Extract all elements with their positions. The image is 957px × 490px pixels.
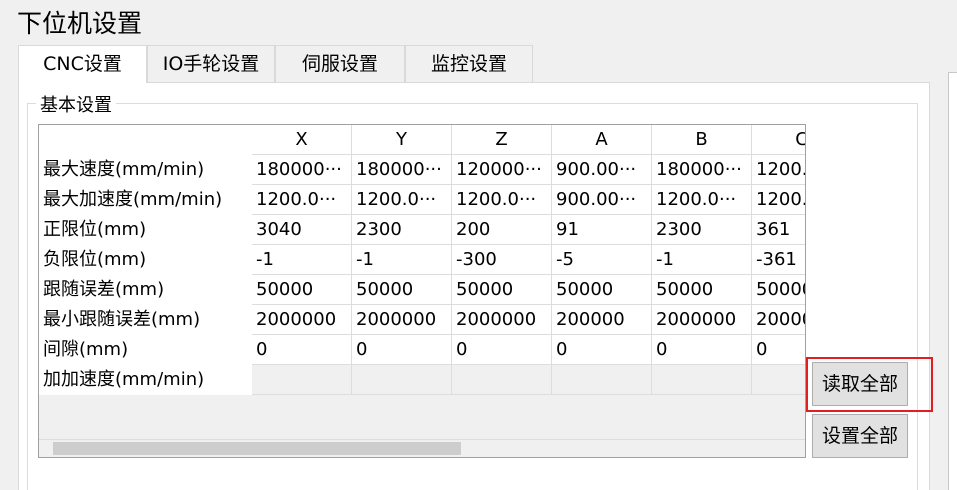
data-grid: XYZABC最大速度(mm/min)180000···180000···1200…: [38, 124, 806, 458]
table-cell[interactable]: -1: [252, 245, 352, 275]
column-header: B: [652, 125, 752, 155]
table-cell[interactable]: 2000000: [752, 305, 805, 335]
table-cell[interactable]: 900.00···: [552, 155, 652, 185]
table-cell[interactable]: 1200.: [752, 185, 805, 215]
table-cell[interactable]: 0: [252, 335, 352, 365]
table-cell[interactable]: 900.00···: [552, 185, 652, 215]
table-cell[interactable]: 0: [652, 335, 752, 365]
tab[interactable]: 监控设置: [405, 45, 533, 82]
row-label: 加加速度(mm/min): [39, 365, 252, 395]
table-cell[interactable]: 2000000: [252, 305, 352, 335]
group-title: 基本设置: [36, 91, 116, 117]
table-cell[interactable]: 180000···: [352, 155, 452, 185]
window-title: 下位机设置: [17, 9, 143, 38]
column-header: Y: [352, 125, 452, 155]
corner: [39, 125, 252, 155]
table-cell[interactable]: -1: [352, 245, 452, 275]
table-cell[interactable]: [452, 365, 552, 395]
column-header: X: [252, 125, 352, 155]
row-label: 最大速度(mm/min): [39, 155, 252, 185]
table-cell[interactable]: 1200.0···: [352, 185, 452, 215]
table-cell[interactable]: 180000···: [252, 155, 352, 185]
row-label: 跟随误差(mm): [39, 275, 252, 305]
table-cell[interactable]: -361: [752, 245, 805, 275]
tab[interactable]: IO手轮设置: [147, 45, 275, 82]
table-cell[interactable]: 180000···: [652, 155, 752, 185]
row-label: 负限位(mm): [39, 245, 252, 275]
table-cell[interactable]: 0: [752, 335, 805, 365]
table-cell[interactable]: 0: [452, 335, 552, 365]
table-cell[interactable]: -300: [452, 245, 552, 275]
button[interactable]: 设置全部: [812, 414, 908, 458]
table-cell[interactable]: 91: [552, 215, 652, 245]
table-cell[interactable]: -1: [652, 245, 752, 275]
table-cell[interactable]: 2300: [652, 215, 752, 245]
table-cell[interactable]: 3040: [252, 215, 352, 245]
group-box: [27, 103, 918, 490]
table-cell[interactable]: 0: [552, 335, 652, 365]
table-cell[interactable]: 2300: [352, 215, 452, 245]
button[interactable]: 读取全部: [812, 362, 908, 406]
table-cell[interactable]: [352, 365, 452, 395]
column-header: A: [552, 125, 652, 155]
table-cell[interactable]: [652, 365, 752, 395]
table-cell[interactable]: 1200.0···: [252, 185, 352, 215]
tab[interactable]: 伺服设置: [275, 45, 405, 82]
side-panel: [948, 72, 957, 490]
highlight-box: [806, 357, 933, 412]
column-header: Z: [452, 125, 552, 155]
table-cell[interactable]: 2000000: [652, 305, 752, 335]
table-cell[interactable]: 1200.: [752, 155, 805, 185]
row-label: 最大加速度(mm/min): [39, 185, 252, 215]
table-cell[interactable]: 50000: [252, 275, 352, 305]
tab[interactable]: CNC设置: [18, 45, 147, 83]
table-cell[interactable]: 50000: [752, 275, 805, 305]
table-cell[interactable]: 50000: [352, 275, 452, 305]
table-cell[interactable]: 50000: [452, 275, 552, 305]
table-cell[interactable]: 200000: [552, 305, 652, 335]
table-cell[interactable]: 1200.0···: [652, 185, 752, 215]
table-cell[interactable]: 200: [452, 215, 552, 245]
row-label: 间隙(mm): [39, 335, 252, 365]
table-cell[interactable]: 1200.0···: [452, 185, 552, 215]
table-cell[interactable]: 0: [352, 335, 452, 365]
table-cell[interactable]: 50000: [652, 275, 752, 305]
table-cell[interactable]: 120000···: [452, 155, 552, 185]
table-cell[interactable]: -5: [552, 245, 652, 275]
table-cell[interactable]: 50000: [552, 275, 652, 305]
table-cell[interactable]: 2000000: [352, 305, 452, 335]
row-label: 正限位(mm): [39, 215, 252, 245]
table-cell[interactable]: 2000000: [452, 305, 552, 335]
table-cell[interactable]: [752, 365, 805, 395]
table-cell[interactable]: [252, 365, 352, 395]
h-scrollbar[interactable]: [39, 439, 805, 457]
table-cell[interactable]: [552, 365, 652, 395]
row-label: 最小跟随误差(mm): [39, 305, 252, 335]
table-cell[interactable]: 361: [752, 215, 805, 245]
column-header: C: [752, 125, 805, 155]
scroll-thumb[interactable]: [53, 442, 461, 455]
